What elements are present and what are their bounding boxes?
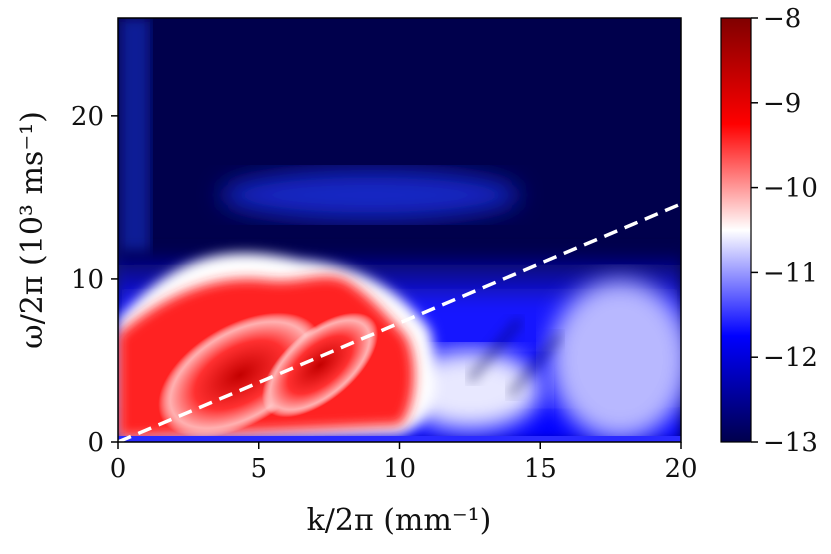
y-tick-label: 10	[71, 265, 104, 295]
x-tick-label: 0	[110, 454, 127, 484]
x-axis-ticks: 0 5 10 15 20	[110, 442, 698, 484]
dispersion-dashed-line	[117, 202, 682, 444]
y-tick-label: 0	[87, 428, 104, 458]
colorbar-tick-label: −9	[763, 89, 801, 119]
y-axis-ticks: 0 10 20	[71, 102, 118, 458]
colorbar-tick-label: −8	[763, 4, 801, 34]
colorbar-tick-label: −13	[763, 428, 818, 458]
y-axis-label: ω/2π (10³ ms⁻¹)	[15, 111, 50, 349]
x-axis-label: k/2π (mm⁻¹)	[307, 503, 492, 538]
x-tick-label: 15	[524, 454, 557, 484]
colorbar-ticks: −13 −12 −11 −10 −9 −8	[751, 4, 818, 458]
heatmap-image	[118, 18, 681, 442]
colorbar-tick-label: −11	[763, 258, 818, 288]
x-tick-label: 10	[383, 454, 416, 484]
colorbar	[720, 17, 752, 443]
colorbar-tick-label: −12	[763, 343, 818, 373]
x-tick-label: 20	[664, 454, 697, 484]
y-tick-label: 20	[71, 102, 104, 132]
x-tick-label: 5	[250, 454, 267, 484]
colorbar-tick-label: −10	[763, 174, 818, 204]
